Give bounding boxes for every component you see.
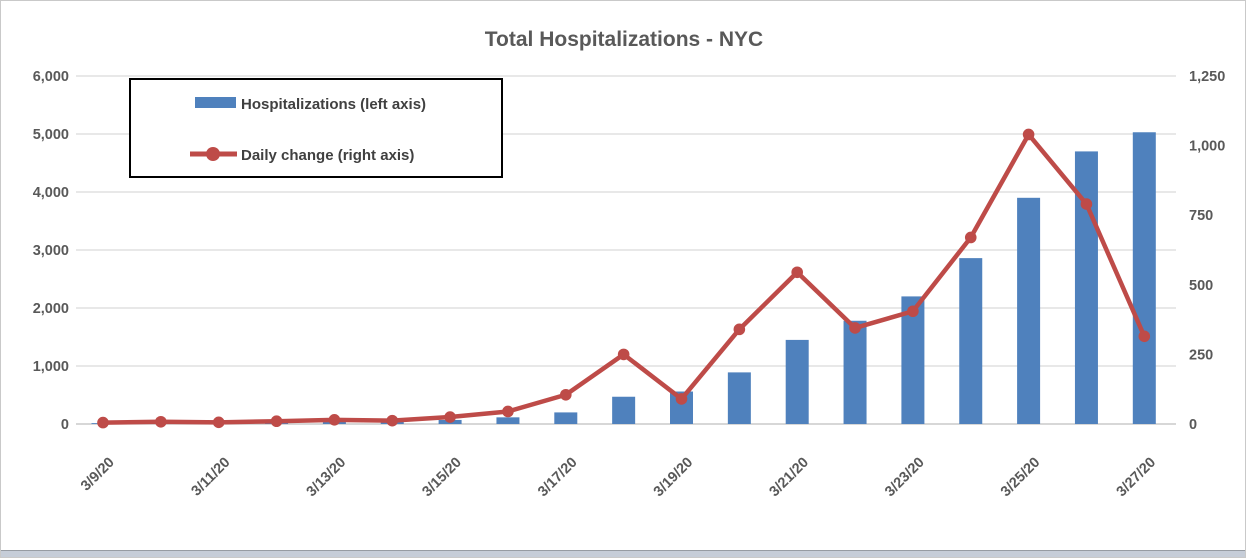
line-point-3/12/20: [270, 415, 283, 428]
legend-box[interactable]: [129, 78, 503, 178]
bar-3/27/20: [1132, 132, 1156, 424]
bar-3/17/20: [554, 412, 578, 424]
bar-3/22/20: [843, 320, 867, 424]
bar-3/20/20: [727, 372, 751, 424]
line-point-3/15/20: [444, 411, 456, 423]
line-point-3/10/20: [155, 415, 167, 428]
line-point-3/23/20: [907, 305, 919, 318]
left-axis-tick-label: 3,000: [33, 243, 69, 259]
right-axis-tick-label: 1,250: [1189, 69, 1225, 85]
x-axis-tick-label: 3/25/20: [998, 455, 1044, 501]
bar-3/16/20: [496, 417, 520, 424]
right-axis-tick-label: 500: [1189, 278, 1213, 294]
chart-legend[interactable]: Hospitalizations (left axis) Daily chang…: [129, 78, 503, 178]
bar-3/24/20: [959, 258, 983, 424]
line-point-3/17/20: [560, 388, 572, 401]
left-axis-tick-label: 2,000: [33, 301, 69, 317]
line-point-3/13/20: [328, 414, 341, 426]
left-axis-tick-label: 1,000: [33, 359, 69, 375]
line-point-3/18/20: [617, 348, 630, 361]
legend-line-marker-icon: [206, 147, 220, 161]
line-point-3/24/20: [964, 231, 977, 244]
line-point-3/27/20: [1138, 330, 1151, 343]
right-axis-tick-labels: 0 250 500 750 1,000 1,250: [1189, 69, 1225, 433]
x-axis-tick-label: 3/15/20: [419, 455, 465, 501]
left-axis-tick-label: 4,000: [33, 185, 69, 201]
x-axis-tick-label: 3/13/20: [304, 455, 350, 501]
x-axis-tick-label: 3/17/20: [535, 455, 581, 501]
left-axis-tick-label: 6,000: [33, 69, 69, 85]
line-point-3/21/20: [791, 266, 803, 279]
x-axis-tick-label: 3/21/20: [766, 455, 812, 501]
legend-bar-swatch-icon: [195, 97, 236, 108]
bar-3/18/20: [612, 396, 636, 424]
bar-3/25/20: [1017, 197, 1041, 424]
left-axis-tick-label: 0: [61, 417, 69, 433]
line-point-3/9/20: [97, 416, 109, 429]
x-axis-tick-label: 3/27/20: [1114, 455, 1160, 501]
left-axis-tick-label: 5,000: [33, 127, 69, 143]
bar-3/23/20: [901, 296, 925, 424]
x-axis-tick-labels: 3/9/20 3/11/20 3/13/20 3/15/20 3/17/20 3/19/2…: [78, 455, 1159, 501]
right-axis-tick-label: 1,000: [1189, 139, 1225, 155]
x-axis-tick-label: 3/19/20: [651, 455, 697, 501]
right-axis-tick-label: 250: [1189, 347, 1213, 363]
window-bottom-edge: [1, 550, 1245, 557]
x-axis-tick-label: 3/9/20: [78, 455, 118, 495]
line-point-3/11/20: [212, 416, 225, 429]
legend-label-daily-change: Daily change (right axis): [241, 147, 414, 164]
line-point-3/16/20: [502, 405, 514, 418]
bar-3/21/20: [785, 339, 809, 424]
line-point-3/19/20: [675, 393, 688, 405]
line-point-3/25/20: [1022, 128, 1035, 141]
legend-label-hospitalizations: Hospitalizations (left axis): [241, 96, 426, 113]
line-series-daily-change: [97, 128, 1151, 429]
chart-title: Total Hospitalizations - NYC: [485, 28, 763, 51]
line-point-3/20/20: [733, 323, 746, 336]
line-point-3/22/20: [849, 322, 861, 334]
x-axis-tick-label: 3/23/20: [882, 455, 928, 501]
right-axis-tick-label: 750: [1189, 208, 1213, 224]
left-axis-tick-labels: 0 1,000 2,000 3,000 4,000 5,000 6,000: [33, 69, 69, 433]
line-point-3/14/20: [386, 414, 399, 427]
x-axis-tick-label: 3/11/20: [189, 455, 234, 500]
right-axis-tick-label: 0: [1189, 417, 1197, 433]
line-point-3/26/20: [1080, 198, 1093, 210]
